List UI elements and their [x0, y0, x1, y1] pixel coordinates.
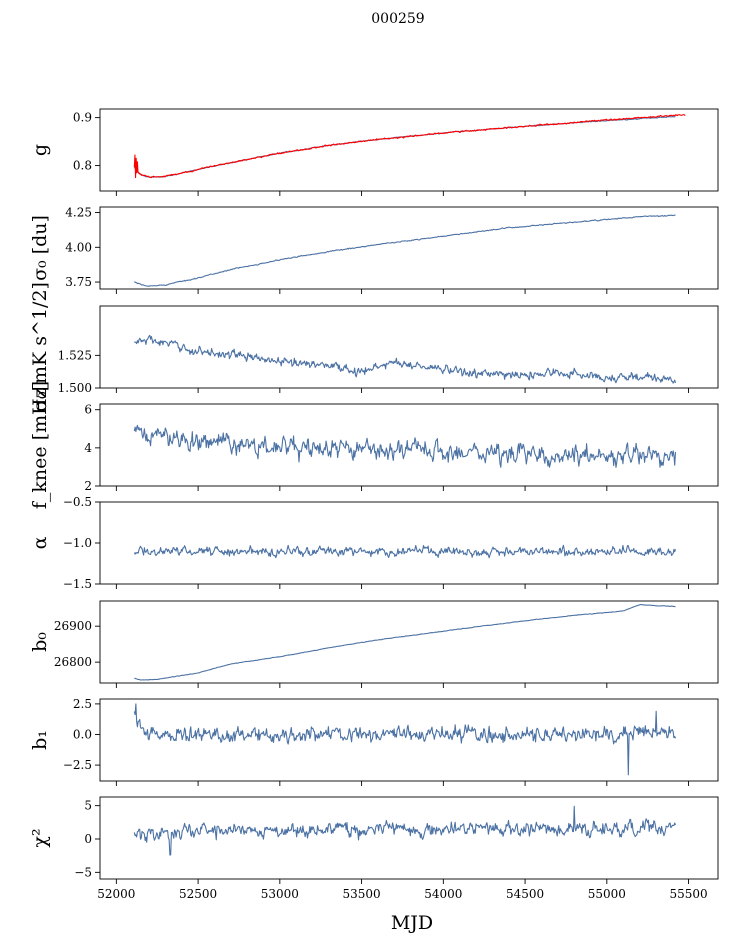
series-line-alpha: [133, 544, 677, 559]
panel-frame-sigma0-mks: [99, 305, 719, 389]
panel-frame-b1: [99, 698, 719, 782]
y-axis-label-g: g: [29, 144, 51, 156]
x-axis-label: MJD: [391, 912, 433, 934]
y-axis-label-alpha: α: [29, 536, 51, 549]
x-tick-label: 55500: [669, 887, 707, 901]
y-tick-label-g: 0.8: [73, 159, 92, 173]
figure-title: 000259: [371, 11, 424, 27]
y-tick-label-sigma0-du: 4.25: [65, 206, 92, 220]
y-tick-label-b0: 26900: [54, 619, 92, 633]
series-line-sigma0-du: [134, 214, 676, 287]
y-axis-label-b1: b₁: [29, 730, 51, 750]
y-tick-label-alpha: −1.0: [63, 536, 92, 550]
panel-b1: −2.5 0.0 2.5 b₁: [29, 697, 719, 786]
series-line-fknee: [133, 424, 677, 468]
y-tick-label-chi2: 0: [84, 832, 92, 846]
y-tick-label-b1: 2.5: [73, 697, 92, 711]
x-tick-label: 55000: [588, 887, 626, 901]
y-axis-label-b0: b₀: [29, 632, 51, 652]
y-tick-label-sigma0-du: 3.75: [65, 275, 92, 289]
panel-frame-sigma0-du: [99, 206, 719, 290]
x-tick-label: 53000: [261, 887, 299, 901]
y-tick-label-b1: −2.5: [63, 758, 92, 772]
panel-alpha: −1.5 −1.0 −0.5 α: [29, 495, 719, 591]
x-tick-label: 54000: [424, 887, 462, 901]
series-line-b0: [134, 603, 676, 681]
series-line-b1: [133, 703, 676, 776]
y-axis-label-sigma0-du: σ₀ [du]: [29, 215, 51, 281]
y-axis-label-fknee: f_knee [mHz]: [29, 381, 51, 509]
y-tick-label-sigma0-du: 4.00: [65, 240, 92, 254]
y-tick-label-fknee: 6: [84, 403, 92, 417]
series-line-g: [133, 115, 676, 178]
series-line-chi2: [133, 805, 676, 856]
y-tick-label-g: 0.9: [73, 111, 92, 125]
panel-frame-chi2: [99, 796, 719, 880]
y-tick-label-alpha: −1.5: [63, 577, 92, 591]
y-tick-label-b1: 0.0: [73, 727, 92, 741]
x-tick-label: 53500: [342, 887, 380, 901]
x-tick-label: 54500: [506, 887, 544, 901]
y-tick-label-chi2: 5: [84, 799, 92, 813]
y-tick-label-sigma0-mks: 1.500: [58, 381, 92, 395]
x-tick-label: 52500: [179, 887, 217, 901]
panel-frame-fknee: [99, 403, 719, 487]
overlay-line-g: [133, 114, 686, 179]
x-tick-label: 52000: [97, 887, 135, 901]
series-line-sigma0-mks: [134, 334, 677, 384]
y-tick-label-b0: 26800: [54, 655, 92, 669]
panel-fknee: 2 4 6 f_knee [mHz]: [29, 381, 719, 509]
panel-frame-g: [99, 108, 719, 192]
y-tick-label-chi2: −5: [74, 865, 92, 879]
panel-sigma0-du: 3.75 4.00 4.25 σ₀ [du]: [29, 206, 719, 294]
y-axis-label-chi2: χ²: [29, 828, 51, 847]
y-tick-label-alpha: −0.5: [63, 495, 92, 509]
panel-sigma0-mks: 1.500 1.525 σ₀[mK s^1/2]: [29, 282, 719, 412]
y-tick-label-fknee: 4: [84, 441, 92, 455]
y-axis-label-sigma0-mks: σ₀[mK s^1/2]: [29, 282, 51, 412]
panel-chi2: −5 0 5 52000 52500 53000 53500 54000 54500 55000 5…: [29, 796, 719, 901]
panel-frame-alpha: [99, 501, 719, 585]
y-tick-label-sigma0-mks: 1.525: [58, 348, 92, 362]
panel-frame-b0: [99, 600, 719, 684]
y-tick-label-fknee: 2: [84, 479, 92, 493]
panel-g: 0.8 0.9 g: [29, 108, 719, 196]
